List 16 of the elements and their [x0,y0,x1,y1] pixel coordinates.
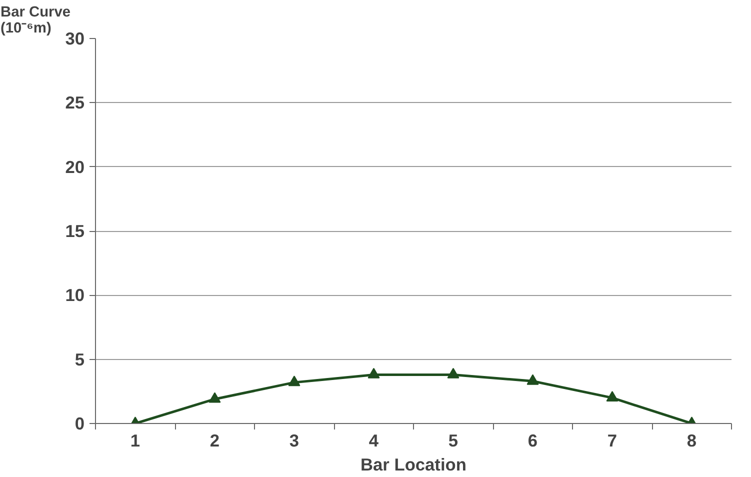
x-tick-label: 1 [130,430,140,450]
y-tick-label: 10 [65,285,85,306]
x-tick-label: 5 [448,430,458,450]
y-tick-label: 0 [74,414,85,434]
y-tick-label: 5 [74,349,85,370]
x-tick-label: 6 [528,430,538,450]
x-tick-label: 4 [368,430,379,450]
y-tick-label: 15 [65,221,85,241]
x-tick-label: 8 [686,430,697,450]
x-axis-title: Bar Location [360,454,466,474]
y-tick-label: 25 [65,92,85,113]
y-tick-label: 30 [65,28,85,48]
x-tick-label: 2 [210,430,220,450]
x-tick-label: 3 [289,430,300,450]
y-tick-label: 20 [65,156,85,177]
x-tick-label: 7 [607,430,618,450]
